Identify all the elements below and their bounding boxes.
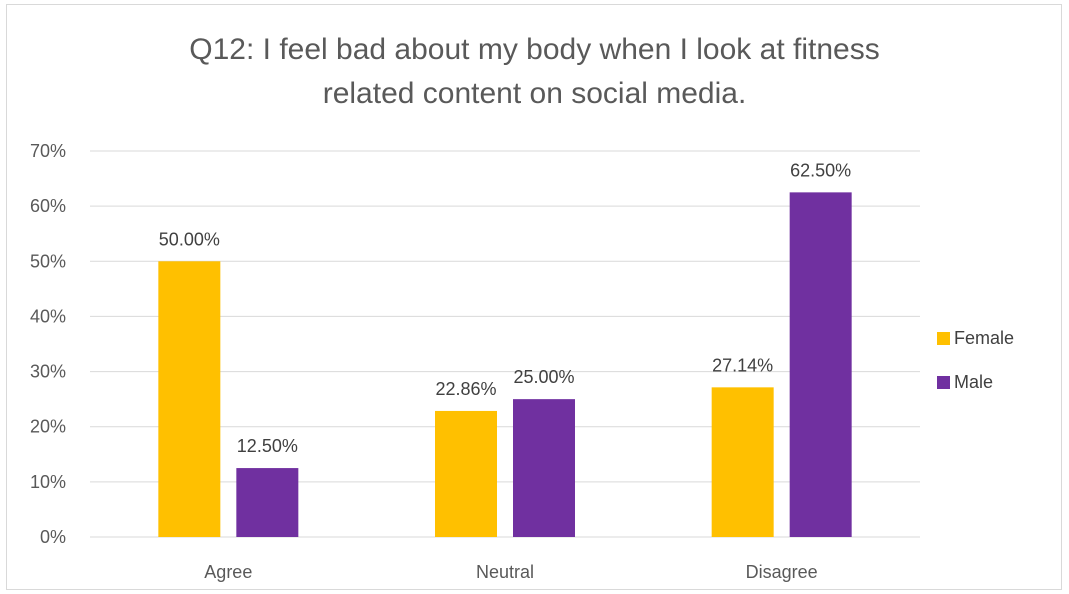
bar-female-neutral: [435, 410, 497, 537]
bar-female-disagree: [711, 387, 774, 537]
legend-swatch-female: [937, 332, 950, 345]
data-label: 25.00%: [513, 367, 574, 387]
data-label: 12.50%: [237, 436, 298, 456]
y-tick-label: 30%: [30, 362, 66, 382]
x-tick-label: Agree: [204, 562, 252, 582]
y-tick-label: 50%: [30, 251, 66, 271]
y-tick-label: 0%: [40, 527, 66, 547]
chart-title: Q12: I feel bad about my body when I loo…: [189, 33, 880, 110]
data-label: 27.14%: [712, 355, 773, 375]
legend-swatch-male: [937, 376, 950, 389]
data-label: 50.00%: [159, 229, 220, 249]
data-label: 62.50%: [790, 160, 851, 180]
y-tick-label: 10%: [30, 472, 66, 492]
y-tick-label: 70%: [30, 141, 66, 161]
bar-male-disagree: [789, 192, 852, 537]
legend-label: Female: [954, 328, 1014, 348]
y-tick-label: 40%: [30, 306, 66, 326]
y-tick-label: 60%: [30, 196, 66, 216]
bar-male-agree: [236, 468, 299, 537]
bar-male-neutral: [513, 399, 575, 537]
x-tick-label: Disagree: [746, 562, 818, 582]
data-label: 22.86%: [435, 379, 496, 399]
bar-female-agree: [158, 261, 221, 537]
y-tick-label: 20%: [30, 417, 66, 437]
legend-label: Male: [954, 372, 993, 392]
x-tick-label: Neutral: [476, 562, 534, 582]
